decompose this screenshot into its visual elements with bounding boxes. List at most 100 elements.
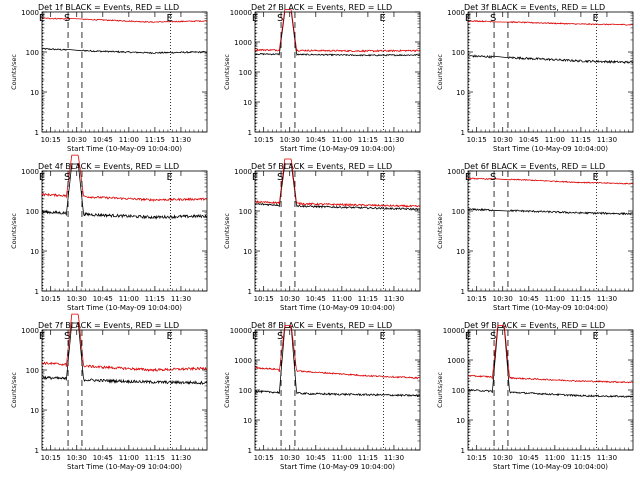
x-tick-label: 10:15 <box>41 454 61 462</box>
x-axis-label: Start Time (10-May-09 10:04:00) <box>280 463 395 471</box>
event-marker-label: S <box>64 331 70 342</box>
x-tick-label: 11:15 <box>145 295 165 303</box>
x-tick-label: 10:30 <box>493 454 513 462</box>
detector-panel-8: Det 8f BLACK = Events, RED = LLD 1 10 100 10… <box>223 321 421 471</box>
y-tick-label: 10 <box>30 248 39 256</box>
y-tick-label: 1000 <box>447 357 465 365</box>
x-tick-label: 10:15 <box>467 136 487 144</box>
x-tick-label: 11:15 <box>358 295 378 303</box>
x-tick-label: 11:00 <box>119 136 139 144</box>
x-tick-label: 10:30 <box>493 295 513 303</box>
x-tick-label: 10:45 <box>519 295 539 303</box>
x-tick-label: 11:00 <box>545 454 565 462</box>
y-tick-label: 10 <box>456 248 465 256</box>
event-marker-label: S <box>490 172 496 183</box>
detector-panel-4: Det 4f BLACK = Events, RED = LLD 1 10 100 10… <box>10 154 208 312</box>
event-marker-label: E <box>465 172 471 183</box>
detector-panel-7: Det 7f BLACK = Events, RED = LLD 1 10 100 10… <box>10 313 208 471</box>
event-marker-label: E <box>593 172 599 183</box>
plot-frame <box>254 11 421 133</box>
panel-title: Det 6f BLACK = Events, RED = LLD <box>464 162 605 171</box>
y-axis-label: Counts/sec <box>10 54 18 90</box>
plot-frame <box>254 170 421 292</box>
x-tick-label: 10:30 <box>67 136 87 144</box>
x-tick-label: 10:15 <box>254 454 274 462</box>
x-tick-label: 11:30 <box>597 454 617 462</box>
y-tick-label: 10000 <box>230 9 252 17</box>
series-line-lld <box>467 325 633 384</box>
x-axis-label: Start Time (10-May-09 10:04:00) <box>280 145 395 153</box>
event-marker-label: E <box>252 13 258 24</box>
y-axis-label: Counts/sec <box>436 54 444 90</box>
x-tick-label: 10:45 <box>93 454 113 462</box>
x-tick-label: 11:00 <box>119 454 139 462</box>
plot-frame <box>41 11 208 133</box>
series-line-events <box>41 163 208 220</box>
detector-panel-9: Det 9f BLACK = Events, RED = LLD 1 10 100 10… <box>436 321 634 471</box>
event-marker-label: S <box>277 172 283 183</box>
x-tick-label: 10:45 <box>93 295 113 303</box>
x-tick-label: 11:15 <box>358 136 378 144</box>
x-tick-label: 10:45 <box>306 295 326 303</box>
event-marker-label: S <box>490 13 496 24</box>
y-tick-label: 1000 <box>21 9 39 17</box>
x-tick-label: 11:00 <box>332 295 352 303</box>
y-tick-label: 10 <box>456 417 465 425</box>
series-line-lld <box>254 158 421 208</box>
y-tick-label: 100 <box>26 208 39 216</box>
y-tick-label: 100 <box>452 387 465 395</box>
y-tick-label: 100 <box>239 208 252 216</box>
x-tick-label: 11:00 <box>332 454 352 462</box>
series-line-events <box>254 11 421 57</box>
y-tick-label: 10 <box>243 417 252 425</box>
y-tick-label: 1000 <box>21 168 39 176</box>
event-marker-label: E <box>39 331 45 342</box>
series-line-lld <box>254 9 421 53</box>
x-axis-label: Start Time (10-May-09 10:04:00) <box>493 463 608 471</box>
plot-frame <box>41 170 208 292</box>
x-tick-label: 11:15 <box>145 136 165 144</box>
x-tick-label: 10:30 <box>280 295 300 303</box>
panel-title: Det 9f BLACK = Events, RED = LLD <box>464 321 605 330</box>
y-tick-label: 1000 <box>234 168 252 176</box>
y-axis-label: Counts/sec <box>223 54 231 90</box>
panel-title: Det 8f BLACK = Events, RED = LLD <box>251 321 392 330</box>
panel-title: Det 1f BLACK = Events, RED = LLD <box>38 3 179 12</box>
x-tick-label: 11:30 <box>384 454 404 462</box>
y-tick-label: 1000 <box>234 357 252 365</box>
series-line-lld <box>467 19 633 26</box>
y-tick-label: 1 <box>461 447 465 455</box>
y-axis-label: Counts/sec <box>436 372 444 408</box>
event-marker-label: E <box>593 13 599 24</box>
series-line-events <box>254 327 420 398</box>
event-marker-label: E <box>39 172 45 183</box>
x-tick-label: 11:30 <box>171 454 191 462</box>
event-marker-label: S <box>64 172 70 183</box>
x-axis-label: Start Time (10-May-09 10:04:00) <box>67 463 182 471</box>
x-tick-label: 10:45 <box>519 136 539 144</box>
y-tick-label: 10000 <box>230 327 252 335</box>
event-marker-label: E <box>167 13 173 24</box>
detector-panel-2: Det 2f BLACK = Events, RED = LLD 1 10 100 10… <box>223 3 421 153</box>
x-tick-label: 10:15 <box>467 454 487 462</box>
x-tick-label: 11:15 <box>358 454 378 462</box>
plot-frame <box>41 329 208 451</box>
event-marker-label: E <box>380 13 386 24</box>
series-line-lld <box>41 313 208 373</box>
x-tick-label: 10:30 <box>67 454 87 462</box>
x-axis-label: Start Time (10-May-09 10:04:00) <box>493 145 608 153</box>
event-marker-label: S <box>64 13 70 24</box>
detector-panel-1: Det 1f BLACK = Events, RED = LLD 1 10 100 10… <box>10 3 208 153</box>
x-axis-label: Start Time (10-May-09 10:04:00) <box>67 145 182 153</box>
x-tick-label: 10:15 <box>41 136 61 144</box>
event-marker-label: E <box>167 331 173 342</box>
series-line-lld <box>467 177 633 185</box>
x-tick-label: 11:15 <box>571 454 591 462</box>
y-tick-label: 1 <box>248 288 252 296</box>
y-axis-label: Counts/sec <box>223 372 231 408</box>
x-tick-label: 10:45 <box>93 136 113 144</box>
x-tick-label: 10:15 <box>254 136 274 144</box>
panel-title: Det 4f BLACK = Events, RED = LLD <box>38 162 179 171</box>
x-tick-label: 10:30 <box>280 136 300 144</box>
